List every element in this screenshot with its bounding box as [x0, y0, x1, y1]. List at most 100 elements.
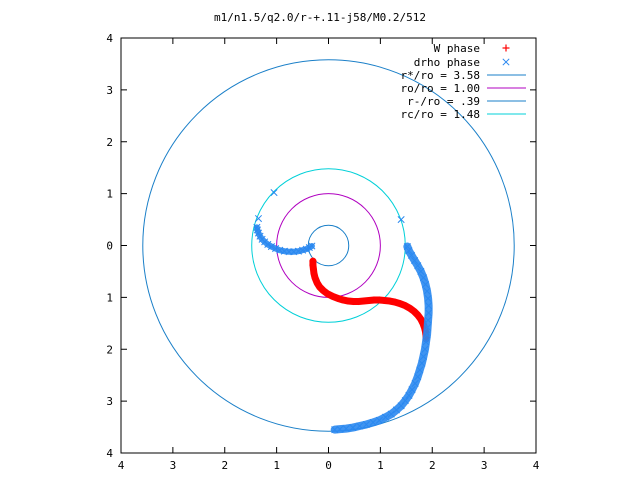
drho-phase-point-outer-30-b — [369, 418, 377, 426]
drho-phase-point-inner-8-b — [272, 245, 280, 253]
drho-phase-point-outer-26 — [392, 406, 401, 414]
drho-phase-point-outer-23 — [405, 391, 413, 399]
x-tick-label-6: 2 — [429, 459, 436, 472]
drho-phase-point-inner-12-b — [290, 248, 298, 256]
w-phase-point-3 — [310, 270, 318, 278]
drho-phase-point-outer-1-b — [405, 247, 413, 255]
drho-phase-point-outer-9 — [424, 294, 432, 302]
drho-phase-trail-outer — [330, 242, 433, 434]
drho-phase-point-outer-32 — [356, 422, 364, 430]
drho-phase-point-outer-13 — [424, 323, 432, 332]
drho-phase-point-1-b — [254, 214, 263, 223]
drho-phase-point-outer-22-b — [408, 386, 416, 394]
drho-phase-trail-inner — [253, 224, 315, 255]
circle-ro — [276, 193, 381, 298]
drho-phase-point-inner-13 — [294, 247, 302, 255]
drho-phase-point-outer-8 — [423, 287, 431, 295]
drho-phase-point-inner-7-b — [267, 242, 275, 251]
drho-phase-point-outer-20-b — [414, 373, 422, 381]
drho-phase-point-outer-27 — [387, 410, 395, 418]
drho-phase-point-outer-19 — [416, 366, 424, 374]
drho-phase-point-outer-4-b — [414, 262, 422, 270]
drho-phase-point-inner-8 — [272, 245, 280, 253]
y-tick-label-2: 2 — [106, 136, 113, 149]
drho-phase-point-outer-24-b — [401, 397, 409, 405]
drho-phase-point-2-b — [397, 216, 405, 224]
drho-phase-point-outer-28-b — [382, 413, 390, 421]
drho-phase-point-inner-2-b — [254, 229, 263, 237]
drho-phase-point-inner-6-b — [264, 240, 272, 249]
chart-title: m1/n1.5/q2.0/r-+.11-j58/M0.2/512 — [214, 11, 426, 24]
x-tick-label-5: 1 — [377, 459, 384, 472]
w-phase-point-24 — [406, 304, 414, 312]
w-phase-point-26 — [414, 311, 422, 319]
drho-phase-point-inner-17 — [308, 242, 316, 250]
drho-phase-point-outer-31-b — [362, 420, 370, 429]
drho-phase-point-outer-19-b — [416, 366, 424, 374]
drho-phase-point-outer-22 — [408, 386, 416, 394]
legend: W phase drho phase r*/ro = 3.58 ro/ro = … — [401, 42, 526, 121]
x-tick-label-8: 4 — [533, 459, 540, 472]
drho-phase-point-outer-36-b — [331, 426, 339, 434]
w-phase-point-11 — [339, 296, 347, 304]
w-phase-point-10 — [334, 294, 342, 302]
w-phase-point-8 — [323, 290, 331, 298]
drho-phase-point-outer-17 — [419, 352, 427, 361]
drho-phase-point-outer-14-b — [423, 331, 431, 339]
y-axis-ticks: 4 3 2 1 0 1 2 3 4 — [106, 32, 536, 460]
drho-phase-series — [253, 189, 433, 434]
drho-phase-point-outer-6-b — [419, 274, 427, 282]
drho-phase-point-outer-13-b — [424, 323, 432, 332]
w-phase-point-25 — [410, 307, 418, 315]
drho-phase-point-outer-8-b — [423, 287, 431, 295]
w-phase-point-7 — [319, 287, 327, 295]
drho-phase-point-outer-6 — [419, 274, 427, 282]
drho-phase-point-outer-18 — [418, 359, 426, 367]
drho-phase-point-outer-12 — [424, 316, 432, 324]
w-phase-point-5 — [313, 279, 321, 287]
legend-swatch-w-phase — [502, 44, 510, 52]
y-tick-label-0: 4 — [106, 32, 113, 45]
legend-label-drho-phase: drho phase — [414, 56, 480, 69]
drho-phase-point-inner-6 — [264, 240, 272, 249]
drho-phase-point-outer-35-b — [336, 425, 344, 433]
drho-phase-point-outer-11 — [425, 309, 433, 317]
x-tick-label-2: 2 — [221, 459, 228, 472]
drho-phase-point-outer-12-b — [424, 316, 432, 324]
drho-phase-point-outer-1 — [405, 247, 413, 255]
drho-phase-point-outer-26-b — [392, 406, 401, 414]
drho-phase-point-outer-21 — [411, 379, 419, 388]
y-tick-label-6: 2 — [106, 343, 113, 356]
drho-phase-point-inner-3 — [256, 232, 264, 240]
x-tick-label-3: 1 — [273, 459, 280, 472]
drho-phase-point-outer-3 — [411, 256, 419, 265]
drho-phase-point-outer-4 — [414, 262, 422, 270]
w-phase-point-20 — [386, 297, 394, 305]
drho-phase-point-outer-0 — [403, 242, 411, 251]
drho-phase-point-outer-34 — [342, 425, 350, 433]
drho-phase-point-outer-23-b — [405, 391, 413, 399]
drho-phase-point-1 — [254, 214, 263, 223]
y-tick-label-3: 1 — [106, 188, 113, 201]
legend-swatches — [487, 44, 526, 115]
drho-phase-point-outer-20 — [414, 373, 422, 381]
drho-phase-point-inner-17-b — [308, 242, 316, 250]
drho-phase-point-outer-15-b — [422, 338, 430, 346]
drho-phase-point-outer-31 — [362, 420, 370, 429]
w-phase-point-22 — [396, 300, 404, 308]
y-tick-label-5: 1 — [106, 291, 113, 304]
drho-phase-point-inner-0 — [253, 223, 261, 231]
w-phase-point-4 — [311, 274, 319, 282]
x-tick-label-7: 3 — [481, 459, 488, 472]
legend-swatch-drho-phase-b — [502, 58, 510, 66]
x-axis-ticks: 4 3 2 1 0 1 2 3 4 — [118, 38, 540, 472]
drho-phase-point-outer-0-b — [403, 242, 411, 251]
drho-phase-point-outer-10-b — [425, 302, 433, 310]
drho-phase-point-outer-15 — [422, 338, 430, 346]
drho-phase-point-outer-34-b — [342, 425, 350, 433]
legend-swatch-drho-phase — [502, 58, 510, 66]
circle-r-star — [142, 59, 515, 432]
drho-phase-point-outer-36 — [331, 426, 339, 434]
drho-phase-point-outer-7 — [421, 280, 430, 288]
